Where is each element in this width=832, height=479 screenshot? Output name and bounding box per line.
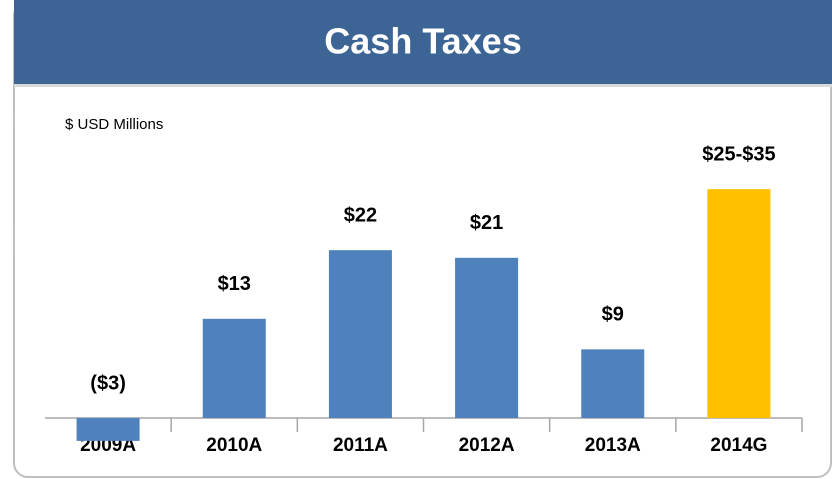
bar bbox=[202, 318, 266, 418]
header-rule bbox=[14, 84, 832, 87]
x-tick-label: 2012A bbox=[459, 435, 515, 456]
bar bbox=[455, 257, 519, 418]
chart-title: Cash Taxes bbox=[324, 21, 521, 62]
x-tick-label: 2013A bbox=[585, 435, 641, 456]
value-label: $9 bbox=[602, 304, 624, 326]
bar bbox=[707, 189, 771, 418]
x-tick-label: 2011A bbox=[333, 435, 388, 456]
value-label: $25-$35 bbox=[702, 143, 775, 165]
value-label: $22 bbox=[344, 204, 377, 226]
value-label: ($3) bbox=[90, 372, 126, 394]
bar bbox=[581, 349, 645, 418]
x-tick-label: 2010A bbox=[206, 435, 262, 456]
header bbox=[14, 0, 832, 84]
value-label: $13 bbox=[218, 273, 251, 295]
bar bbox=[328, 250, 392, 418]
bar bbox=[76, 418, 140, 441]
value-label: $21 bbox=[470, 212, 503, 234]
x-tick-label: 2014G bbox=[710, 435, 767, 456]
subtitle: $ USD Millions bbox=[65, 116, 163, 133]
